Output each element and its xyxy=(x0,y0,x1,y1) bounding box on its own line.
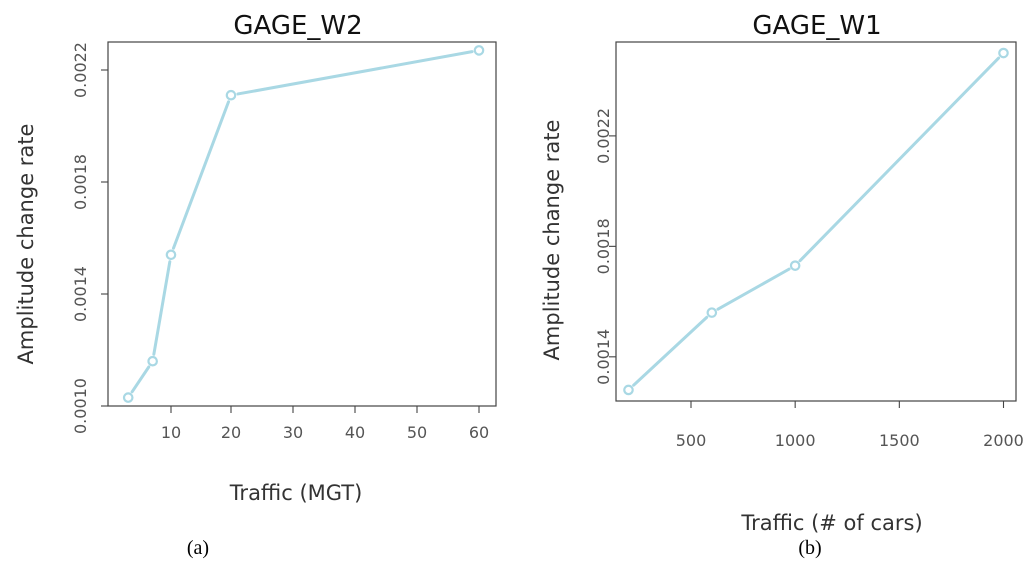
chart-b-series xyxy=(623,47,1009,396)
chart-b-plot-frame xyxy=(615,41,1017,402)
chart-b-data-point xyxy=(789,260,801,271)
chart-a: GAGE_W2 10 20 30 40 50 60 0.00100.00140.00180… xyxy=(14,11,497,559)
chart-b-line-segment xyxy=(798,56,1001,263)
chart-b-title: GAGE_W1 xyxy=(752,11,881,41)
chart-a-data-point xyxy=(225,89,237,101)
chart-a-caption: (a) xyxy=(187,537,209,559)
chart-a-title: GAGE_W2 xyxy=(233,11,362,41)
chart-a-x-tick-label: 20 xyxy=(221,423,241,442)
chart-a-series xyxy=(122,45,485,403)
chart-b-data-point xyxy=(623,384,634,396)
chart-b-y-axis-label: Amplitude change rate xyxy=(540,120,564,361)
chart-a-data-point xyxy=(122,392,134,403)
chart-a-y-axis-label: Amplitude change rate xyxy=(14,124,38,365)
chart-a-plot-frame xyxy=(107,41,497,407)
chart-a-x-axis: 10 20 30 40 50 60 xyxy=(161,406,489,442)
chart-a-line-segment xyxy=(130,365,151,394)
chart-a-x-tick-label: 60 xyxy=(469,423,489,442)
chart-a-y-tick-label: 0.0014 xyxy=(71,266,90,322)
chart-a-x-tick-label: 40 xyxy=(345,423,365,442)
chart-a-line-segment xyxy=(152,260,172,356)
chart-a-line-segment xyxy=(236,50,474,96)
chart-a-x-tick-label: 30 xyxy=(283,423,303,442)
chart-a-y-tick-label: 0.0022 xyxy=(71,42,90,98)
chart-b-x-tick-label: 1000 xyxy=(775,431,816,450)
chart-a-x-tick-label: 10 xyxy=(161,423,181,442)
chart-a-data-point xyxy=(165,249,177,261)
chart-b-line-segment xyxy=(716,267,791,311)
chart-b-line-segment xyxy=(632,315,709,387)
chart-a-data-point xyxy=(473,45,485,56)
chart-b-x-tick-label: 2000 xyxy=(983,431,1024,450)
chart-a-y-tick-label: 0.0010 xyxy=(71,378,90,434)
chart-a-y-axis: 0.0010 0.0014 0.0018 0.0022 xyxy=(71,42,108,434)
chart-a-x-tick-label: 50 xyxy=(407,423,427,442)
chart-b-y-tick-label: 0.0018 xyxy=(594,218,613,274)
chart-b-data-point xyxy=(998,47,1009,59)
chart-b-y-axis: 0.0014 0.0018 0.0022 xyxy=(594,108,616,385)
chart-a-x-axis-label: Traffic (MGT) xyxy=(229,481,363,505)
chart-b-data-point xyxy=(706,307,718,318)
chart-a-data-point xyxy=(147,355,158,367)
chart-b-x-axis-label: Traffic (# of cars) xyxy=(740,511,922,535)
chart-b-x-tick-label: 1500 xyxy=(879,431,920,450)
chart-b-caption: (b) xyxy=(798,537,821,559)
chart-a-line-segment xyxy=(171,100,231,250)
chart-b-y-tick-label: 0.0014 xyxy=(594,329,613,385)
chart-b-x-axis: 500 1000 1500 2000 xyxy=(676,401,1024,450)
chart-b-y-tick-label: 0.0022 xyxy=(594,108,613,164)
chart-a-y-tick-label: 0.0018 xyxy=(71,154,90,210)
chart-b: GAGE_W1 500 1000 1500 2000 0.00140.00180.00… xyxy=(540,11,1024,559)
chart-b-x-tick-label: 500 xyxy=(676,431,707,450)
